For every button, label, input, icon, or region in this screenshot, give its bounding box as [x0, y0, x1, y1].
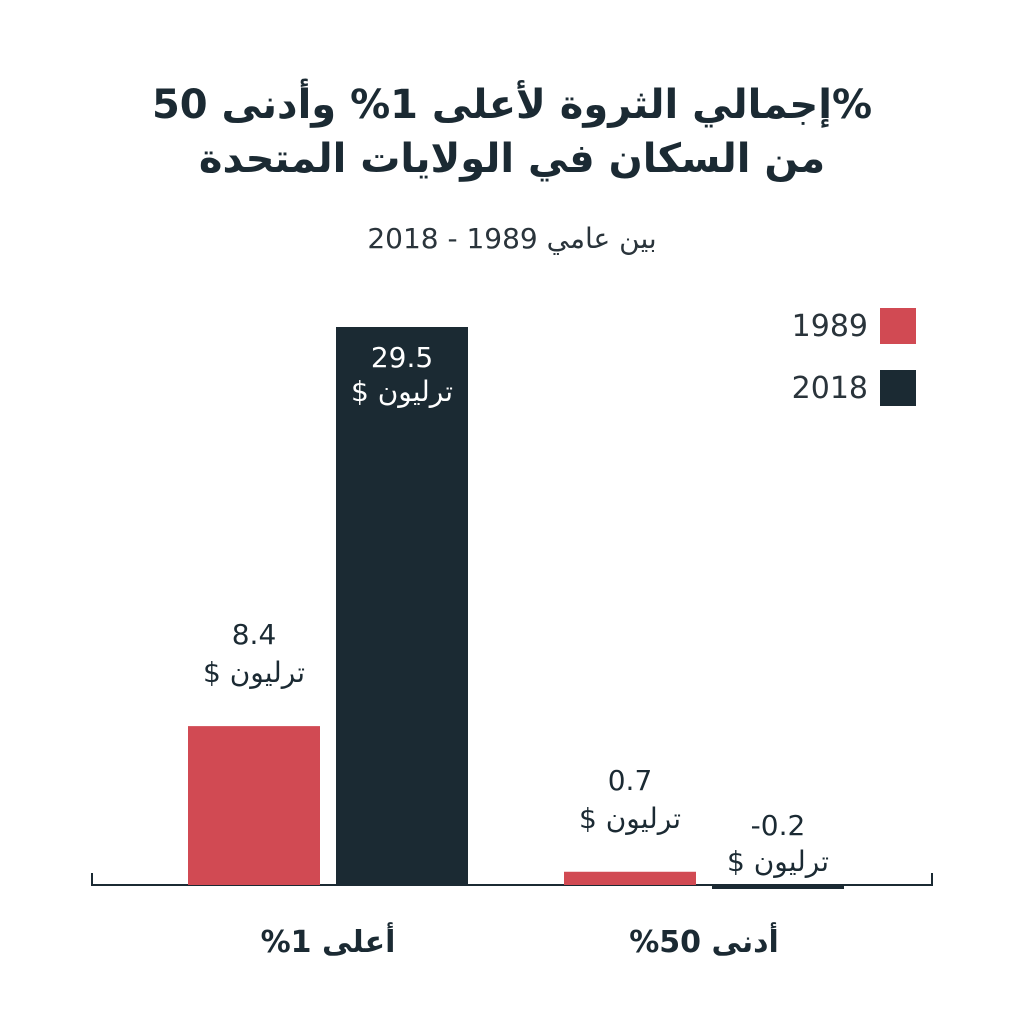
legend-swatch-1989: [880, 308, 916, 344]
legend-swatch-2018: [880, 370, 916, 406]
category-label-1: أدنى 50%: [629, 922, 779, 960]
legend: 1989 2018: [792, 306, 916, 430]
data-label-value-2018-cat0: 29.5: [371, 341, 433, 374]
legend-item-1989: 1989: [792, 306, 916, 346]
data-label-value-1989-cat1: 0.7: [608, 764, 653, 797]
chart-subtitle: بين عامي 1989 - 2018: [367, 222, 657, 255]
bar-2018-cat1: [712, 885, 844, 889]
data-label-unit-2018-cat1: ترليون $: [727, 845, 829, 878]
title-line-1: إجمالي الثروة لأعلى 1% وأدنى 50%: [151, 82, 873, 128]
bar-1989-cat1: [564, 871, 696, 885]
bar-2018-cat0: [336, 327, 468, 885]
chart-title: إجمالي الثروة لأعلى 1% وأدنى 50% من السك…: [0, 78, 1024, 186]
data-label-unit-1989-cat0: ترليون $: [203, 656, 305, 689]
data-label-value-2018-cat1: -0.2: [751, 809, 806, 842]
category-label-0: أعلى 1%: [261, 922, 396, 960]
data-label-unit-2018-cat0: ترليون $: [351, 375, 453, 408]
legend-item-2018: 2018: [792, 368, 916, 408]
data-label-value-1989-cat0: 8.4: [232, 618, 277, 651]
title-line-2: من السكان في الولايات المتحدة: [198, 136, 826, 182]
bar-1989-cat0: [188, 726, 320, 885]
data-label-unit-1989-cat1: ترليون $: [579, 802, 681, 835]
legend-label-1989: 1989: [791, 308, 868, 344]
legend-label-2018: 2018: [791, 370, 868, 406]
